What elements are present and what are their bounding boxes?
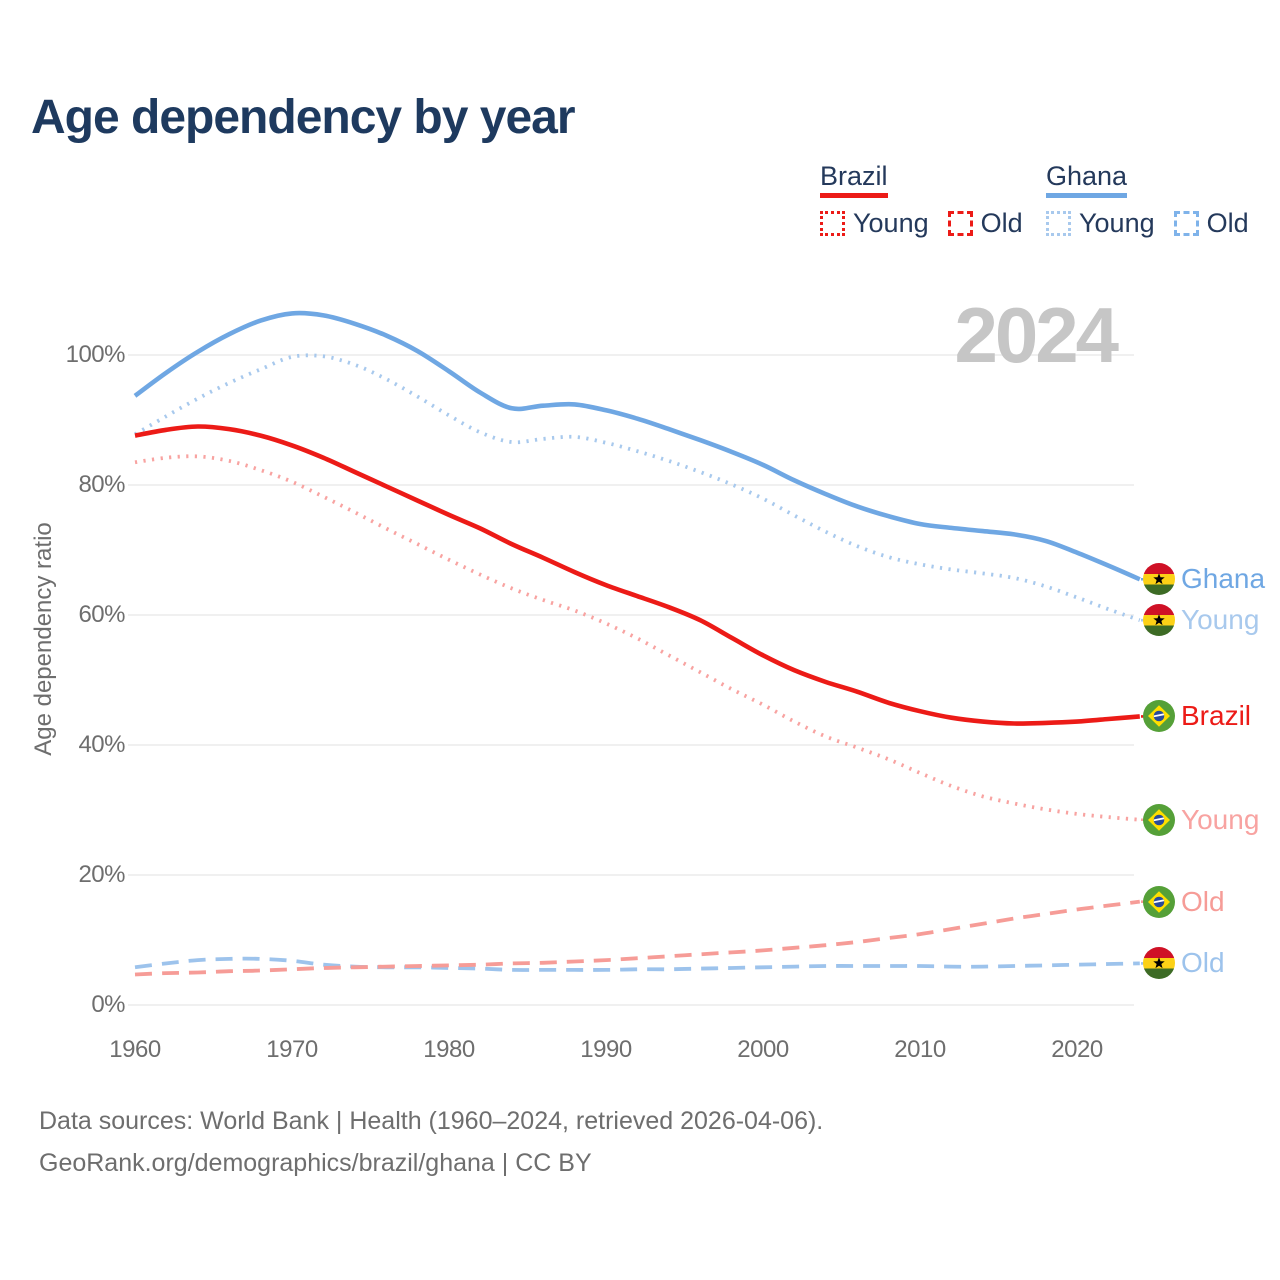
y-tick-label: 100% bbox=[65, 341, 126, 368]
legend-items-brazil: Young Old bbox=[820, 208, 1042, 238]
series-line-ghana-young bbox=[134, 353, 1141, 622]
y-tick-label: 80% bbox=[78, 471, 125, 498]
y-tick-label: 60% bbox=[78, 601, 125, 628]
series-line-ghana-old bbox=[134, 956, 1140, 972]
flag-icon-brazil bbox=[1143, 700, 1175, 733]
end-label-brazil-young: Young bbox=[1143, 803, 1260, 836]
flag-icon-brazil bbox=[1143, 885, 1175, 918]
y-tick-label: 0% bbox=[91, 991, 125, 1018]
x-tick-label: 1970 bbox=[266, 1036, 318, 1063]
x-tick-label: 2020 bbox=[1051, 1036, 1103, 1063]
end-label-ghana-old: Old bbox=[1143, 947, 1225, 980]
end-label-text: Young bbox=[1181, 604, 1260, 636]
legend-swatch-brazil-young[interactable] bbox=[820, 210, 845, 236]
end-label-text: Young bbox=[1181, 803, 1260, 835]
end-label-brazil-total: Brazil bbox=[1143, 700, 1252, 733]
legend-group-brazil: Brazil Young Old bbox=[820, 163, 1042, 238]
flag-icon-ghana bbox=[1143, 563, 1175, 596]
legend-label-brazil-old[interactable]: Old bbox=[980, 208, 1023, 238]
end-label-text: Ghana bbox=[1181, 563, 1266, 595]
footer-attribution: GeoRank.org/demographics/brazil/ghana | … bbox=[39, 1149, 592, 1177]
series-line-brazil-young bbox=[134, 454, 1140, 822]
y-tick-label: 40% bbox=[78, 731, 125, 758]
end-label-text: Old bbox=[1181, 947, 1225, 979]
end-label-text: Brazil bbox=[1181, 700, 1252, 732]
footer: Data sources: World Bank | Health (1960–… bbox=[39, 1100, 823, 1184]
x-tick-label: 1980 bbox=[423, 1036, 475, 1063]
legend-items-ghana: Young Old bbox=[1046, 208, 1268, 238]
legend-label-brazil-young[interactable]: Young bbox=[853, 208, 929, 238]
flag-icon-ghana bbox=[1143, 604, 1175, 637]
legend-group-ghana: Ghana Young Old bbox=[1046, 163, 1268, 238]
end-label-ghana-total: Ghana bbox=[1143, 563, 1266, 596]
legend-swatch-brazil-old[interactable] bbox=[947, 210, 973, 236]
grid-layer bbox=[128, 354, 1134, 1006]
x-tick-label: 2010 bbox=[894, 1036, 946, 1063]
end-label-ghana-young: Young bbox=[1143, 604, 1260, 637]
x-tick-label: 1990 bbox=[580, 1036, 632, 1063]
end-label-brazil-old: Old bbox=[1143, 885, 1225, 918]
legend-country-brazil[interactable]: Brazil bbox=[820, 163, 888, 198]
legend-swatch-ghana-old[interactable] bbox=[1173, 210, 1199, 236]
legend-label-ghana-young[interactable]: Young bbox=[1079, 208, 1155, 238]
x-tick-label: 2000 bbox=[737, 1036, 789, 1063]
series-layer bbox=[133, 310, 1141, 977]
flag-icon-brazil bbox=[1143, 803, 1175, 836]
page-title: Age dependency by year bbox=[31, 91, 576, 144]
legend-country-ghana[interactable]: Ghana bbox=[1046, 163, 1128, 198]
series-line-ghana-total bbox=[133, 310, 1141, 582]
y-tick-label: 20% bbox=[78, 861, 125, 888]
flag-icon-ghana bbox=[1143, 947, 1175, 980]
series-line-brazil-old bbox=[134, 899, 1141, 977]
legend-label-ghana-old[interactable]: Old bbox=[1206, 208, 1249, 238]
series-line-brazil-total bbox=[134, 424, 1140, 726]
footer-sources: Data sources: World Bank | Health (1960–… bbox=[39, 1107, 824, 1135]
legend-swatch-ghana-young[interactable] bbox=[1046, 210, 1071, 236]
x-tick-label: 1960 bbox=[109, 1036, 161, 1063]
end-label-text: Old bbox=[1181, 885, 1225, 917]
watermark-year: 2024 bbox=[954, 291, 1118, 379]
